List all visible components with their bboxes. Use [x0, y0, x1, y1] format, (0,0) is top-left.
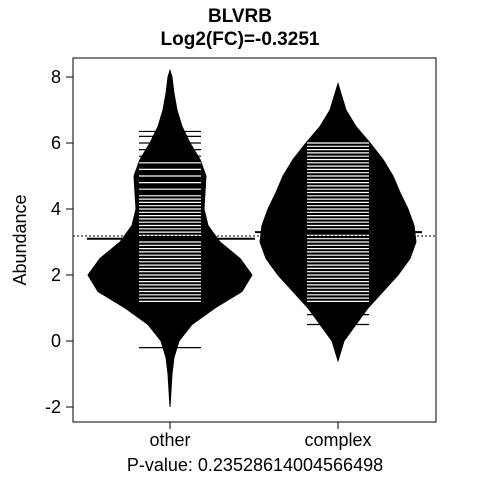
y-tick-label: 0	[51, 331, 61, 351]
p-value-footer: P-value: 0.23528614004566498	[126, 455, 384, 475]
x-tick-label-complex: complex	[304, 430, 371, 450]
plot-frame	[72, 57, 437, 423]
chart-title: BLVRB	[207, 6, 273, 27]
y-tick-label: 6	[51, 133, 61, 153]
y-axis-label: Abundance	[10, 194, 30, 285]
y-tick-label: 4	[51, 199, 61, 219]
x-tick-label-other: other	[149, 430, 190, 450]
y-tick-label: -2	[45, 397, 61, 417]
y-tick-label: 8	[51, 67, 61, 87]
chart-subtitle: Log2(FC)=-0.3251	[160, 29, 320, 50]
y-tick-label: 2	[51, 265, 61, 285]
